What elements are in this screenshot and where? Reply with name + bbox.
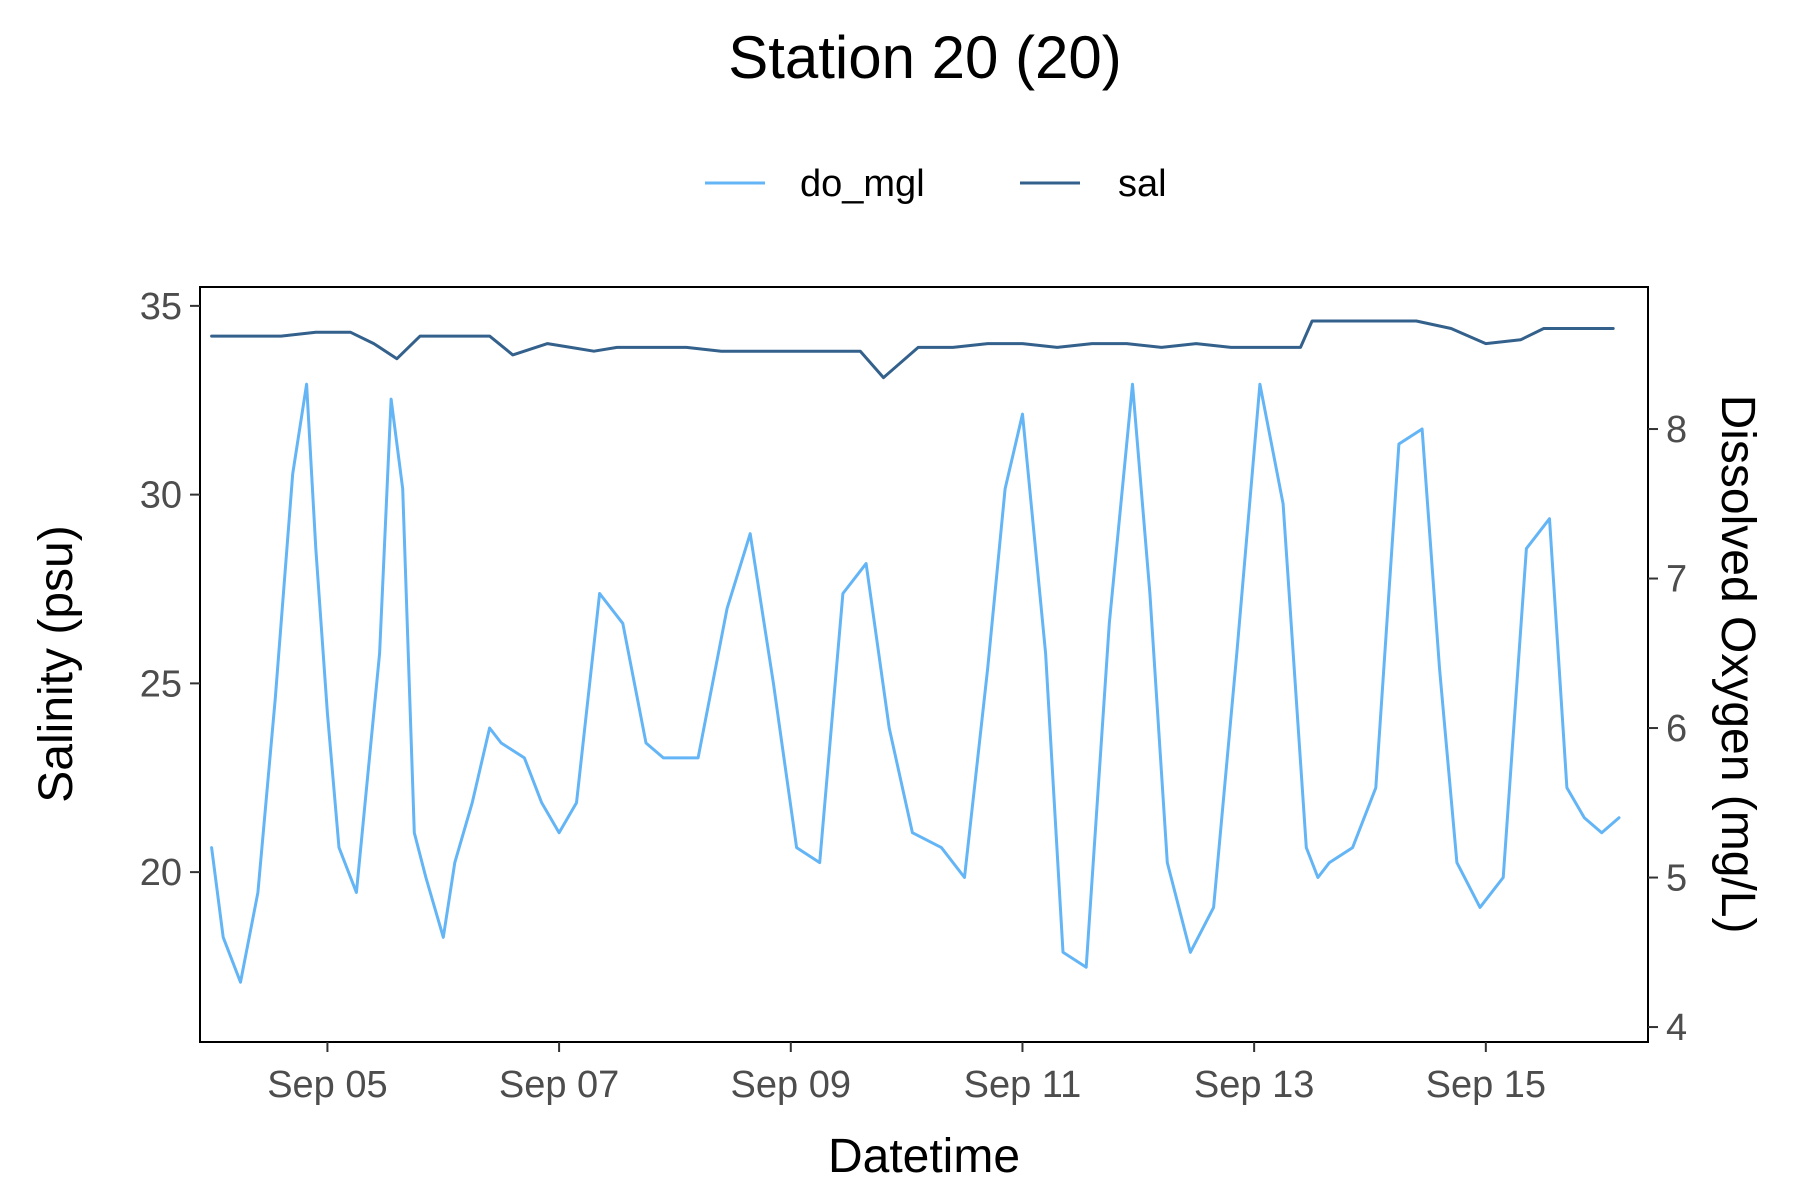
- y-axis-left: 20 25 30 35: [140, 286, 200, 894]
- chart-title: Station 20 (20): [728, 24, 1122, 91]
- plot-border: [199, 286, 1649, 1043]
- y-axis-title: Salinity (psu): [30, 525, 83, 802]
- plot-area: [210, 319, 1621, 984]
- y2-tick-label: 6: [1666, 708, 1687, 750]
- y-tick-label: 20: [140, 852, 182, 894]
- series-line-do-mgl: [210, 382, 1621, 984]
- y2-tick-label: 5: [1666, 858, 1687, 900]
- y2-tick-label: 7: [1666, 559, 1687, 601]
- y2-tick-label: 8: [1666, 409, 1687, 451]
- legend: do_mgl sal: [705, 163, 1167, 205]
- x-axis: Sep 05 Sep 07 Sep 09 Sep 11 Sep 13 Sep 15: [267, 1042, 1546, 1106]
- y-axis-right: 4 5 6 7 8: [1648, 409, 1687, 1049]
- x-tick-label: Sep 07: [499, 1064, 619, 1106]
- y-tick-label: 25: [140, 663, 182, 705]
- x-tick-label: Sep 05: [267, 1064, 387, 1106]
- x-tick-label: Sep 15: [1426, 1064, 1546, 1106]
- x-axis-title: Datetime: [828, 1130, 1020, 1183]
- x-tick-label: Sep 11: [964, 1064, 1082, 1106]
- y-tick-label: 30: [140, 475, 182, 517]
- series-line-sal: [210, 319, 1615, 380]
- y2-axis-title: Dissolved Oxygen (mg/L): [1711, 395, 1764, 934]
- legend-label-do-mgl: do_mgl: [800, 163, 925, 205]
- x-tick-label: Sep 09: [731, 1064, 851, 1106]
- y-tick-label: 35: [140, 286, 182, 328]
- x-tick-label: Sep 13: [1194, 1064, 1314, 1106]
- legend-label-sal: sal: [1118, 163, 1167, 205]
- y2-tick-label: 4: [1666, 1007, 1687, 1049]
